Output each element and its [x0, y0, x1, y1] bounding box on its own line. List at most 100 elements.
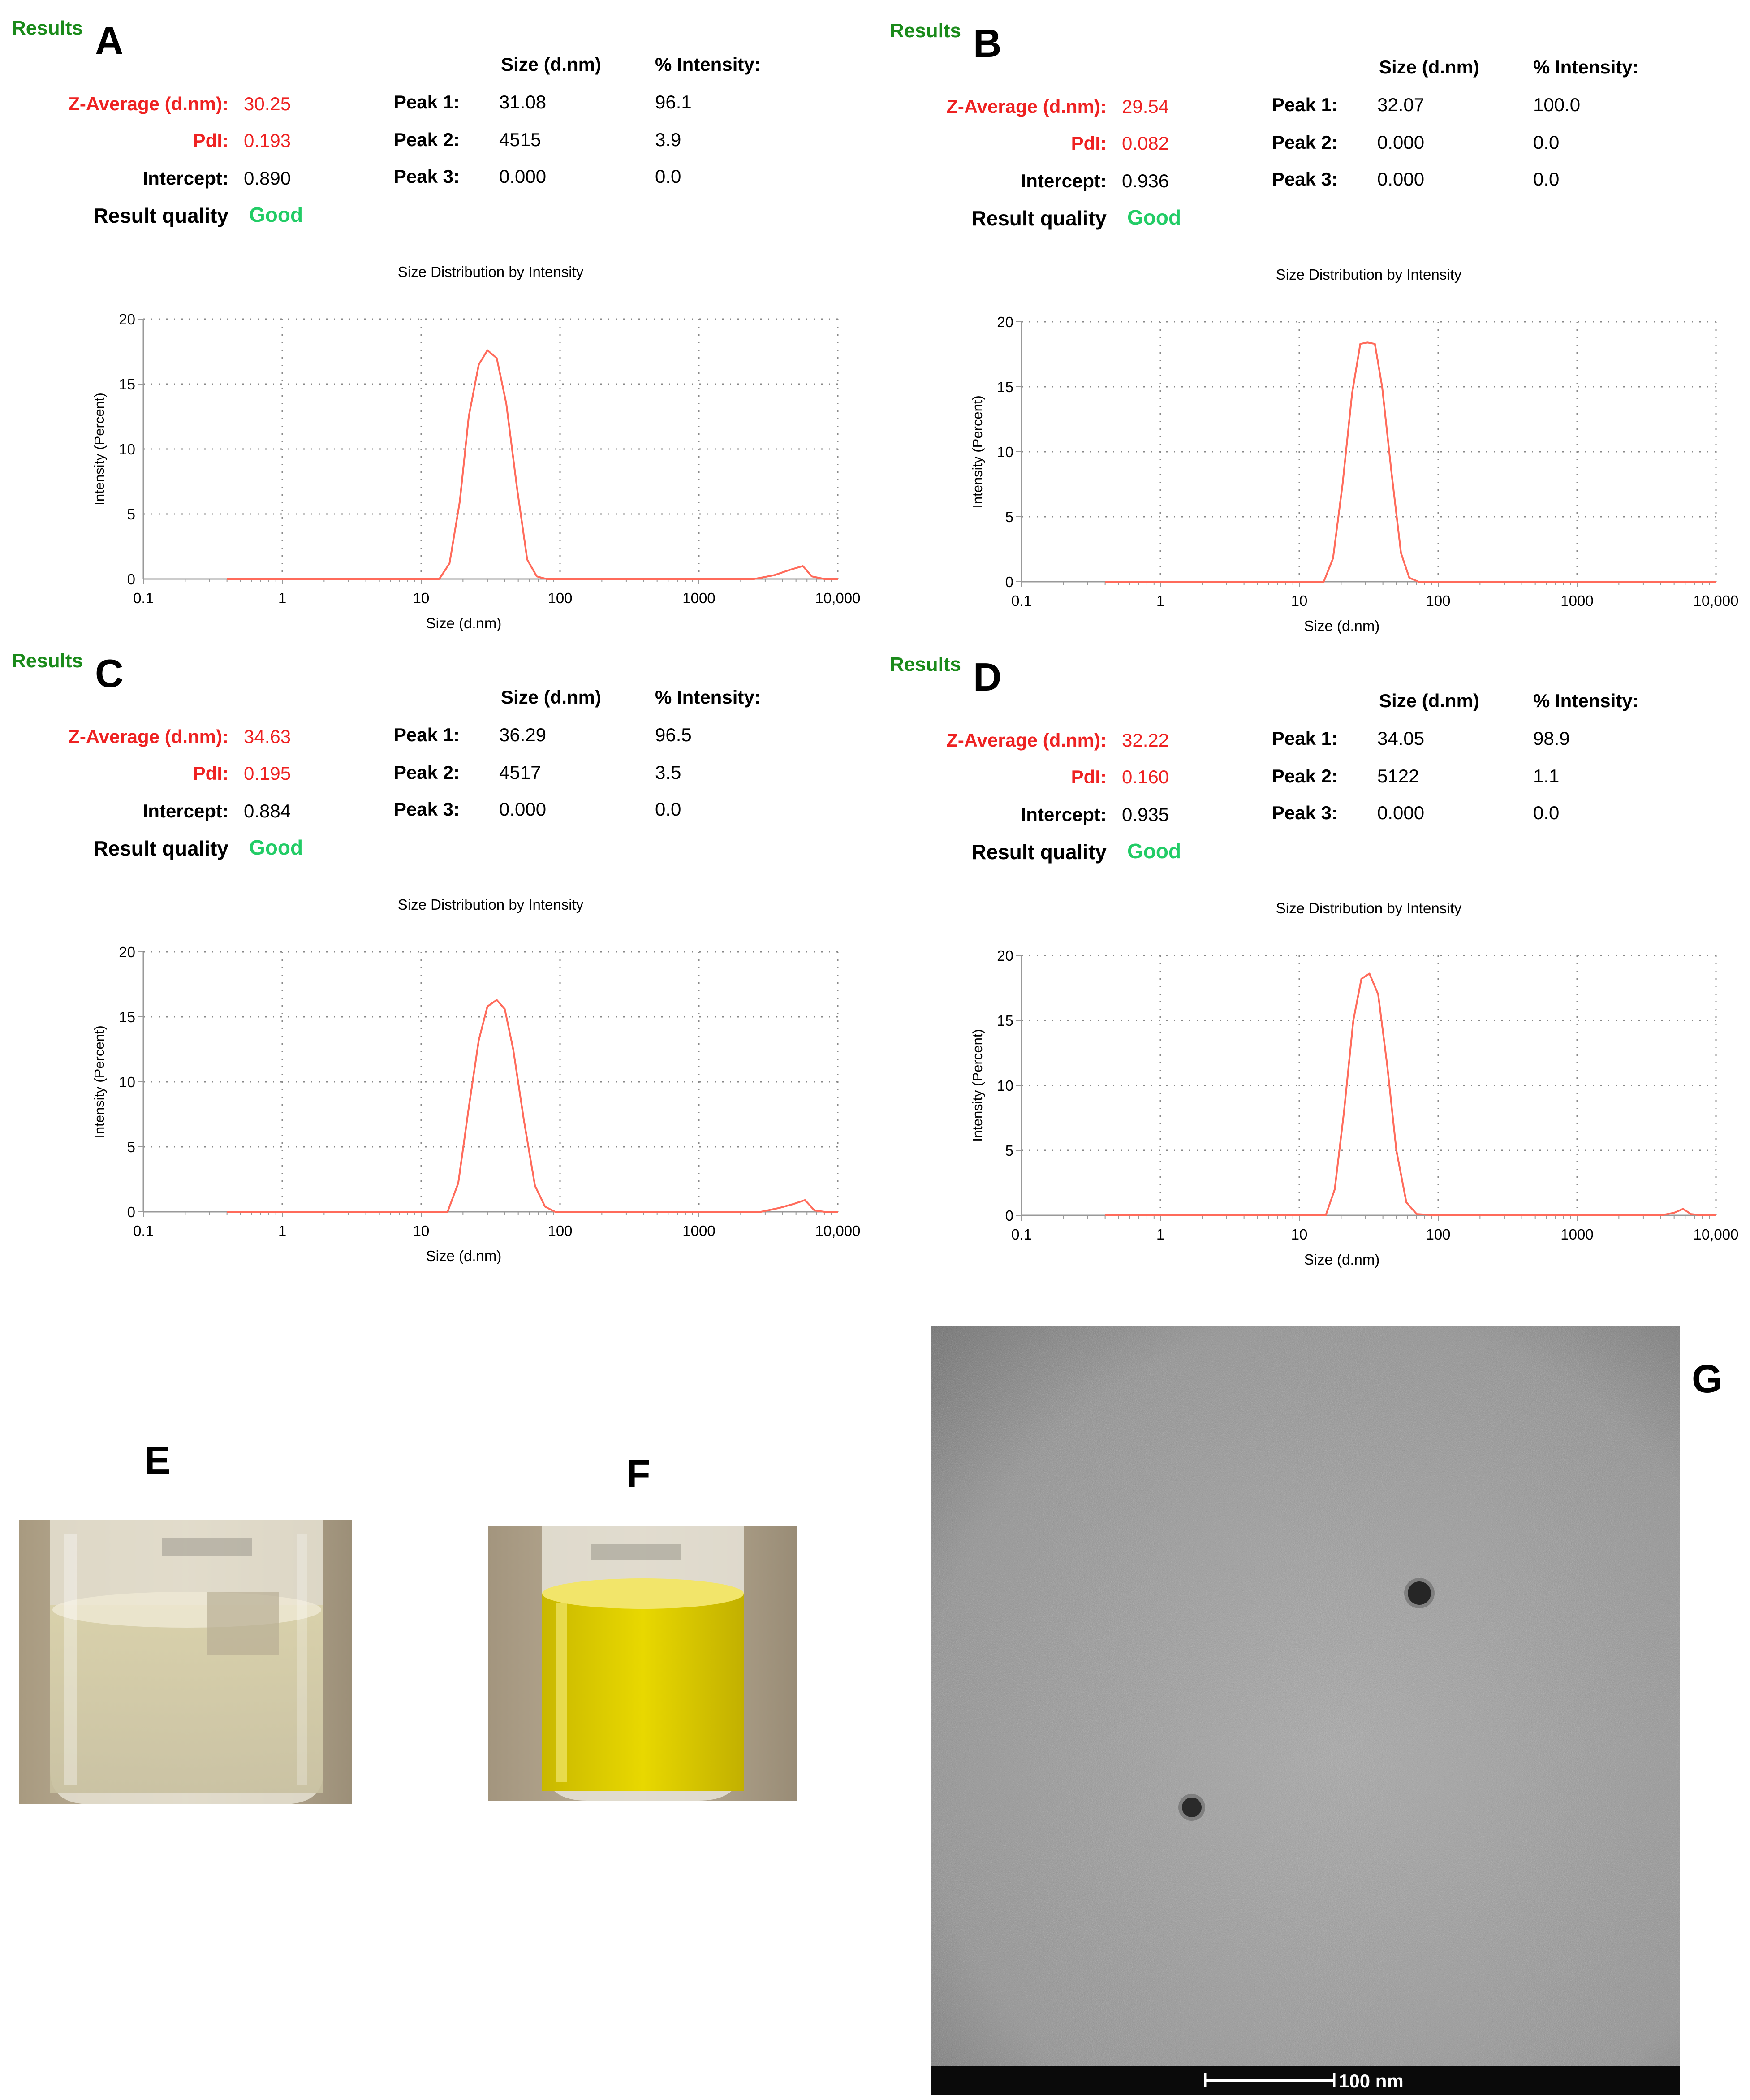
x-tick-label: 0.1	[133, 590, 154, 606]
y-tick-label: 0	[127, 1204, 135, 1220]
pdi-label: PdI:	[193, 130, 228, 151]
x-tick-label: 1000	[1560, 1226, 1593, 1243]
x-axis-label: Size (d.nm)	[1304, 618, 1380, 634]
x-tick-label: 1	[278, 1223, 286, 1239]
x-tick-label: 10	[1291, 1226, 1308, 1243]
pdi-label: PdI:	[193, 763, 228, 784]
y-tick-label: 10	[997, 1077, 1013, 1094]
peak-1-size: 34.05	[1377, 728, 1425, 749]
peak-1-size: 32.07	[1377, 94, 1425, 115]
intercept-value: 0.936	[1122, 170, 1169, 191]
results-heading: Results	[890, 653, 961, 675]
y-tick-label: 0	[127, 571, 135, 588]
peak-3-label: Peak 3:	[1272, 802, 1338, 823]
nanoparticle-2	[1182, 1798, 1202, 1817]
y-tick-label: 15	[119, 1009, 135, 1025]
x-tick-label: 1000	[1560, 592, 1593, 609]
intercept-value: 0.935	[1122, 804, 1169, 825]
y-tick-label: 10	[119, 1074, 135, 1090]
x-tick-label: 0.1	[1011, 1226, 1032, 1243]
result-quality-label: Result quality	[971, 840, 1107, 864]
nanoparticle-1	[1408, 1581, 1431, 1605]
peak-1-label: Peak 1:	[393, 91, 460, 112]
pdi-value: 0.195	[244, 763, 291, 784]
size-column-header: Size (d.nm)	[501, 687, 602, 708]
x-tick-label: 10	[413, 1223, 430, 1239]
chart-title: Size Distribution by Intensity	[1276, 266, 1462, 283]
peak-3-size: 0.000	[1377, 169, 1425, 190]
result-quality-value: Good	[1127, 206, 1181, 229]
x-tick-label: 100	[547, 1223, 572, 1239]
dls-panel-b: Results B Z-Average (d.nm): 29.54 PdI: 0.082 I…	[878, 3, 1738, 635]
x-axis-label: Size (d.nm)	[426, 615, 502, 631]
panel-letter-f: F	[626, 1452, 651, 1496]
y-tick-label: 20	[997, 947, 1013, 964]
peak-2-label: Peak 2:	[1272, 132, 1338, 153]
dls-panel-a: Results A Z-Average (d.nm): 30.25 PdI: 0.193 I…	[0, 0, 860, 632]
y-axis-label: Intensity (Percent)	[91, 1025, 107, 1138]
z-average-value: 32.22	[1122, 730, 1169, 751]
y-axis-label: Intensity (Percent)	[970, 395, 985, 508]
size-distribution-chart: Size Distribution by Intensity 0 5 10 15 20 0.…	[970, 266, 1738, 634]
intensity-column-header: % Intensity:	[655, 687, 761, 708]
pdi-value: 0.193	[244, 130, 291, 151]
panel-letter: A	[95, 18, 124, 63]
dls-panel-c: Results C Z-Average (d.nm): 34.63 PdI: 0.195 I…	[0, 633, 860, 1265]
intercept-label: Intercept:	[142, 168, 228, 189]
peak-2-size: 0.000	[1377, 132, 1425, 153]
intercept-label: Intercept:	[1021, 804, 1107, 825]
size-distribution-chart: Size Distribution by Intensity 0 5 10 15 20 0.…	[970, 900, 1738, 1268]
x-tick-label: 10,000	[1694, 592, 1739, 609]
panel-letter: D	[973, 655, 1002, 699]
panel-letter-e: E	[144, 1438, 171, 1482]
y-tick-label: 20	[997, 314, 1013, 330]
peak-1-intensity: 96.1	[655, 91, 692, 112]
pdi-label: PdI:	[1071, 133, 1107, 154]
pdi-label: PdI:	[1071, 766, 1107, 787]
peak-2-label: Peak 2:	[1272, 765, 1338, 786]
x-axis-label: Size (d.nm)	[1304, 1251, 1380, 1268]
y-tick-label: 5	[127, 1139, 135, 1155]
z-average-value: 34.63	[244, 726, 291, 747]
y-tick-label: 5	[127, 506, 135, 523]
x-tick-label: 10	[413, 590, 430, 606]
y-tick-label: 15	[119, 376, 135, 393]
peak-1-label: Peak 1:	[393, 724, 460, 745]
peak-1-intensity: 98.9	[1533, 728, 1570, 749]
x-tick-label: 100	[1426, 592, 1450, 609]
peak-3-size: 0.000	[499, 166, 547, 187]
y-tick-label: 5	[1005, 509, 1013, 525]
size-column-header: Size (d.nm)	[1379, 690, 1480, 711]
y-tick-label: 0	[1005, 574, 1013, 590]
y-axis-label: Intensity (Percent)	[91, 393, 107, 506]
z-average-label: Z-Average (d.nm):	[68, 726, 228, 747]
x-tick-label: 0.1	[1011, 592, 1032, 609]
result-quality-value: Good	[249, 203, 303, 226]
intensity-distribution-line	[227, 349, 838, 580]
result-quality-value: Good	[1127, 839, 1181, 863]
x-tick-label: 1	[1156, 1226, 1164, 1243]
peak-2-label: Peak 2:	[393, 129, 460, 150]
pdi-value: 0.082	[1122, 133, 1169, 154]
y-tick-label: 0	[1005, 1207, 1013, 1224]
peak-2-intensity: 1.1	[1533, 765, 1560, 786]
peak-3-intensity: 0.0	[655, 166, 681, 187]
y-tick-label: 15	[997, 379, 1013, 395]
x-tick-label: 100	[547, 590, 572, 606]
peak-1-size: 31.08	[499, 91, 547, 112]
dls-panel-d: Results D Z-Average (d.nm): 32.22 PdI: 0.160 I…	[878, 636, 1738, 1268]
x-axis-label: Size (d.nm)	[426, 1248, 502, 1264]
vial-photo-e	[19, 1520, 352, 1804]
peak-1-label: Peak 1:	[1272, 728, 1338, 749]
peak-2-size: 4515	[499, 129, 541, 150]
panel-letter: C	[95, 651, 124, 696]
peak-3-intensity: 0.0	[1533, 169, 1560, 190]
size-column-header: Size (d.nm)	[1379, 56, 1480, 78]
intensity-distribution-line	[227, 999, 838, 1213]
z-average-value: 30.25	[244, 93, 291, 114]
x-tick-label: 10	[1291, 592, 1308, 609]
peak-2-intensity: 0.0	[1533, 132, 1560, 153]
result-quality-label: Result quality	[93, 837, 228, 860]
peak-3-label: Peak 3:	[393, 166, 460, 187]
panel-letter-g: G	[1692, 1357, 1723, 1401]
